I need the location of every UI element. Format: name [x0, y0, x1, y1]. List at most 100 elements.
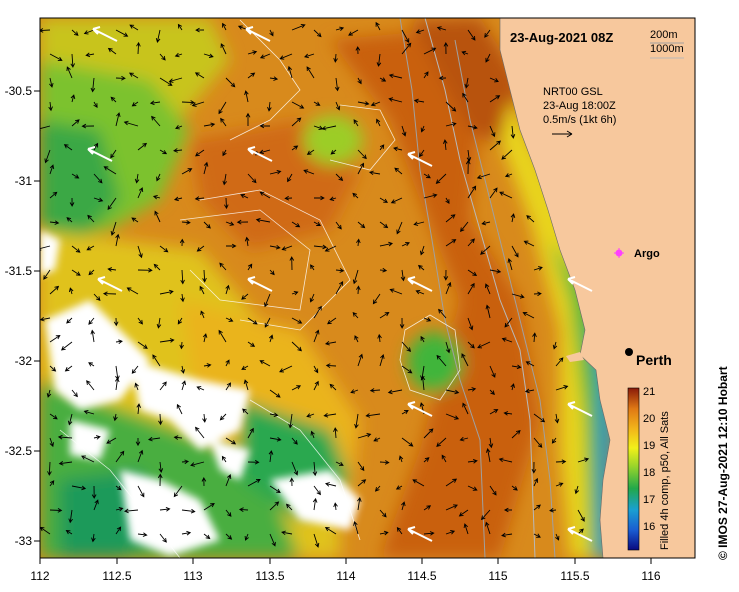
current-arrow — [126, 287, 139, 295]
current-arrow — [90, 329, 95, 343]
current-arrow — [443, 269, 449, 281]
current-arrow — [83, 29, 95, 35]
current-arrow — [458, 509, 469, 517]
current-arrow — [49, 53, 63, 61]
current-arrow — [147, 436, 161, 442]
x-tick-label: 115 — [488, 569, 507, 583]
current-arrow — [156, 173, 161, 182]
current-arrow — [68, 509, 73, 524]
current-arrow — [137, 317, 143, 325]
current-arrow — [531, 461, 537, 474]
current-arrow — [413, 98, 425, 104]
current-arrow — [181, 220, 191, 225]
x-tick-label: 112.5 — [102, 569, 131, 583]
current-arrow — [174, 52, 183, 58]
colorbar-tick: 18 — [643, 467, 655, 479]
current-arrow — [71, 173, 80, 179]
current-arrow — [49, 437, 54, 448]
current-arrow — [333, 502, 338, 511]
current-arrow — [159, 381, 167, 391]
current-arrow — [236, 219, 249, 225]
current-arrow — [501, 532, 513, 538]
current-arrow — [154, 210, 161, 223]
current-arrow — [489, 77, 499, 83]
current-arrow — [269, 29, 274, 37]
current-arrow — [58, 461, 73, 466]
current-arrow — [269, 412, 279, 418]
current-arrow — [335, 221, 342, 230]
current-arrow — [423, 428, 434, 439]
current-arrow — [225, 474, 232, 487]
current-arrow — [438, 75, 447, 81]
current-arrow — [467, 282, 475, 295]
current-arrow — [244, 533, 249, 541]
current-arrow — [396, 526, 403, 535]
current-arrow — [107, 197, 117, 211]
current-arrow — [423, 317, 432, 322]
current-arrow — [395, 485, 403, 490]
current-arrow — [195, 426, 205, 439]
current-arrow — [291, 101, 305, 109]
current-arrow — [313, 485, 321, 496]
current-arrow — [137, 267, 153, 273]
current-vectors — [40, 21, 590, 548]
plot-area — [40, 18, 695, 558]
current-arrow — [287, 65, 293, 79]
current-arrow — [503, 411, 513, 416]
current-arrow — [40, 125, 51, 131]
current-arrow — [49, 220, 60, 225]
current-arrow — [533, 477, 539, 487]
current-arrow — [180, 293, 185, 303]
current-arrow — [323, 413, 337, 418]
current-arrow — [115, 112, 121, 127]
current-arrow — [181, 508, 196, 514]
current-arrow — [113, 317, 119, 327]
current-arrow — [66, 66, 73, 79]
current-arrow — [115, 75, 126, 81]
current-arrow — [373, 437, 381, 442]
current-arrow — [379, 144, 385, 151]
current-arrow — [57, 434, 73, 440]
current-arrow — [66, 317, 73, 324]
current-arrow — [498, 457, 513, 463]
current-arrow — [489, 95, 501, 103]
current-arrow — [201, 476, 207, 487]
current-arrow — [379, 241, 394, 247]
current-arrow — [115, 339, 123, 344]
current-arrow — [264, 317, 271, 328]
current-arrow — [390, 197, 403, 204]
current-arrow — [477, 341, 491, 349]
current-arrow — [218, 101, 227, 115]
current-arrow — [226, 243, 237, 249]
current-arrow — [401, 42, 412, 55]
current-arrow — [467, 185, 477, 199]
colorbar-tick: 16 — [643, 521, 655, 533]
current-arrow — [71, 269, 81, 276]
current-arrow — [196, 386, 205, 391]
x-tick-label: 112 — [30, 569, 49, 583]
current-arrow — [379, 197, 389, 203]
current-arrow — [269, 389, 281, 398]
current-arrow — [445, 281, 452, 295]
current-arrow — [423, 505, 432, 511]
current-arrow — [420, 335, 425, 343]
current-arrow — [269, 437, 282, 442]
current-arrow — [306, 149, 315, 155]
current-arrow — [66, 217, 73, 223]
current-arrow — [370, 101, 381, 107]
current-arrow — [335, 268, 345, 273]
current-arrow — [49, 365, 57, 372]
current-arrow — [394, 167, 403, 175]
current-info: NRT00 GSL 23-Aug 18:00Z 0.5m/s (1kt 6h) — [543, 86, 616, 138]
current-arrow — [203, 502, 215, 511]
current-arrow — [333, 53, 338, 63]
average-current-arrow — [97, 276, 123, 292]
y-tick-label: -31.5 — [5, 264, 33, 278]
current-arrow — [511, 293, 525, 299]
current-arrow — [149, 100, 161, 106]
current-arrow — [131, 101, 139, 107]
current-arrow — [503, 507, 512, 513]
current-arrow — [264, 293, 271, 308]
current-arrow — [158, 413, 163, 426]
current-arrow — [485, 447, 491, 463]
